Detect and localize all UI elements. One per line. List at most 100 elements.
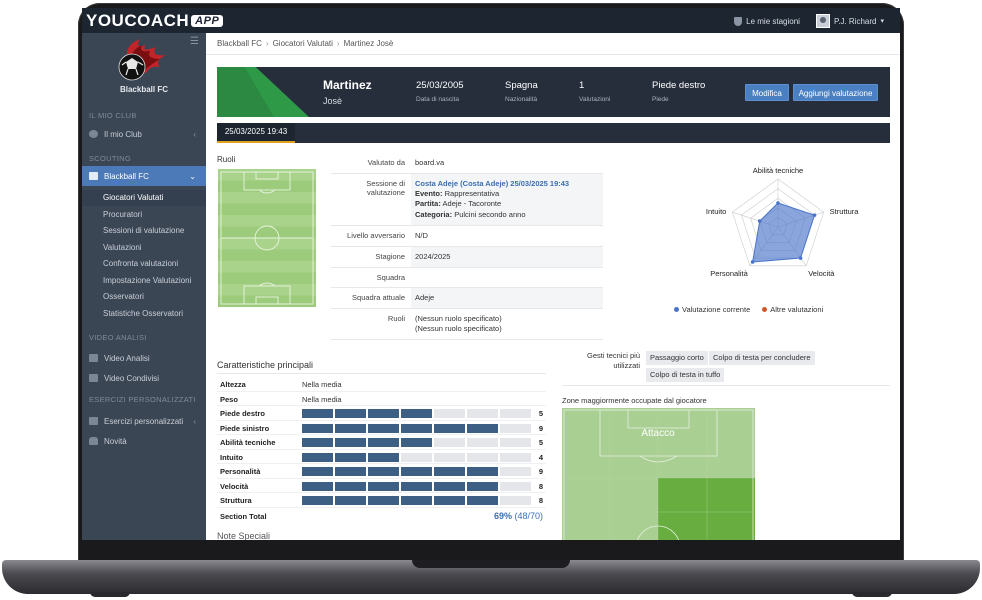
- info-value: 2024/2025: [411, 246, 603, 267]
- laptop-notch: [412, 560, 570, 568]
- score-bar-segment: [335, 452, 366, 462]
- shield-icon: [734, 16, 743, 26]
- sidebar-subitem-valutazioni[interactable]: Valutazioni: [103, 243, 142, 252]
- score-bar-segment: [368, 409, 399, 418]
- gear-icon: [89, 130, 98, 138]
- characteristic-row: Abilità tecniche 5: [217, 435, 546, 450]
- characteristic-value: Nella media: [302, 380, 342, 389]
- zones-pitch: Attacco: [562, 408, 755, 540]
- sidebar-item-label: Video Analisi: [104, 353, 150, 363]
- session-link[interactable]: Costa Adeje (Costa Adeje) 25/03/2025 19:…: [415, 179, 570, 189]
- menu-icon[interactable]: ☰: [190, 36, 199, 47]
- characteristic-score: 8: [538, 496, 543, 505]
- chevron-down-icon[interactable]: ▾: [880, 18, 884, 25]
- score-bar-segment: [467, 496, 498, 505]
- characteristics-table: Altezza Nella media Peso Nella media Pie…: [217, 377, 546, 524]
- attack-label: Attacco: [641, 428, 675, 439]
- score-bar-segment: [335, 496, 366, 505]
- info-key: Sessione di valutazione: [366, 179, 405, 198]
- characteristic-row: Velocità 8: [217, 479, 546, 493]
- score-bar-segment: [434, 409, 465, 418]
- sidebar-item-team[interactable]: Blackball FC ⌄: [82, 166, 213, 186]
- add-evaluation-button[interactable]: Aggiungi valutazione: [793, 84, 878, 101]
- sidebar-subitem-confronta[interactable]: Confronta valutazioni: [103, 259, 179, 268]
- legend-other[interactable]: Altre valutazioni: [762, 305, 823, 314]
- binoculars-icon: [89, 172, 98, 180]
- score-bar-segment: [500, 481, 531, 491]
- info-key: Squadra attuale: [352, 292, 405, 302]
- radar-point[interactable]: [798, 256, 803, 260]
- legend-current[interactable]: Valutazione corrente: [674, 305, 750, 314]
- seasons-label: Le mie stagioni: [746, 16, 800, 26]
- notes-title: Note Speciali: [217, 531, 271, 540]
- app-logo[interactable]: YOUCOACH APP: [86, 11, 224, 31]
- radar-axis-label: Intuito: [706, 207, 726, 216]
- logo-text: YOUCOACH: [86, 11, 190, 30]
- radar-axis-label: Velocità: [808, 269, 835, 278]
- sidebar-subitem-procuratori[interactable]: Procuratori: [103, 210, 143, 219]
- gesti-tag: Colpo di testa per concludere: [709, 351, 815, 365]
- score-bar-segment: [500, 496, 531, 505]
- characteristic-score: 9: [538, 467, 543, 476]
- score-bar: [302, 496, 533, 505]
- radar-point[interactable]: [757, 219, 762, 223]
- sidebar-item-mio-club[interactable]: Il mio Club ‹: [82, 126, 206, 142]
- sidebar-item-esercizi[interactable]: Esercizi personalizzati ‹: [82, 413, 206, 429]
- score-bar-segment: [368, 467, 399, 476]
- tab-evaluation-date[interactable]: 25/03/2025 19:43: [217, 123, 295, 143]
- partita-label: Partita:: [415, 199, 441, 209]
- roles-label: Ruoli: [217, 155, 236, 164]
- monitor-icon: [89, 374, 98, 382]
- score-bar-segment: [302, 481, 333, 491]
- characteristics-title: Caratteristiche principali: [217, 360, 314, 370]
- section-total-row: Section Total 69% (48/70): [217, 508, 546, 524]
- section-total-label: Section Total: [220, 511, 267, 521]
- partita-value: Adeje - Tacoronte: [442, 199, 502, 209]
- characteristic-score: 5: [538, 438, 543, 447]
- radar-point[interactable]: [776, 201, 780, 205]
- score-bar-segment: [302, 452, 333, 462]
- sidebar-subitem-sessioni[interactable]: Sessioni di valutazione: [103, 226, 185, 235]
- club-logo[interactable]: [110, 37, 170, 83]
- sidebar-subitem-giocatori-valutati[interactable]: Giocatori Valutati: [82, 190, 206, 206]
- sidebar-item-label: Il mio Club: [104, 129, 142, 139]
- score-bar-segment: [467, 423, 498, 433]
- score-bar-segment: [467, 438, 498, 447]
- avatar[interactable]: [815, 14, 830, 28]
- characteristic-row: Piede destro 5: [217, 406, 546, 421]
- evaluations-label: Valutazioni: [579, 96, 611, 103]
- sidebar-subitem-osservatori[interactable]: Osservatori: [103, 292, 144, 301]
- birth-date-value: 25/03/2005: [416, 80, 464, 91]
- breadcrumb-club[interactable]: Blackball FC: [217, 39, 262, 48]
- sidebar-item-video-condivisi[interactable]: Video Condivisi: [82, 370, 206, 386]
- divider: [217, 373, 546, 374]
- breadcrumb-giocatori[interactable]: Giocatori Valutati: [272, 39, 333, 48]
- categoria-value: Pulcini secondo anno: [454, 209, 526, 219]
- section-scouting: SCOUTING: [89, 154, 131, 163]
- score-bar-segment: [434, 467, 465, 476]
- score-bar-segment: [302, 496, 333, 505]
- hot-zone: [658, 478, 755, 540]
- score-bar-segment: [500, 423, 531, 433]
- characteristic-value: Nella media: [302, 394, 342, 404]
- score-bar-segment: [368, 423, 399, 433]
- characteristic-label: Struttura: [220, 496, 252, 505]
- characteristic-label: Piede sinistro: [220, 423, 270, 433]
- edit-button[interactable]: Modifica: [745, 84, 789, 101]
- sidebar-item-video-analisi[interactable]: Video Analisi: [82, 350, 206, 366]
- user-name[interactable]: P.J. Richard: [833, 16, 877, 26]
- score-bar-segment: [434, 438, 465, 447]
- sidebar-item-novita[interactable]: Novità: [82, 433, 206, 449]
- chevron-left-icon: ‹: [193, 129, 196, 139]
- sidebar-subitem-impostazione[interactable]: Impostazione Valutazioni: [103, 276, 192, 285]
- seasons-menu[interactable]: Le mie stagioni: [734, 16, 800, 26]
- score-bar-segment: [335, 481, 366, 491]
- top-bar-right: Le mie stagioni P.J. Richard ▾: [734, 14, 884, 28]
- player-header: Martinez Josè 25/03/2005 Data di nascita…: [217, 67, 890, 117]
- zones-title: Zone maggiormente occupate dal giocatore: [562, 396, 707, 405]
- radar-series-current[interactable]: [752, 202, 816, 263]
- radar-point[interactable]: [750, 260, 755, 264]
- sidebar-subitem-statistiche[interactable]: Statistiche Osservatori: [103, 309, 184, 318]
- radar-point[interactable]: [812, 213, 817, 217]
- characteristic-row: Struttura 8: [217, 493, 546, 508]
